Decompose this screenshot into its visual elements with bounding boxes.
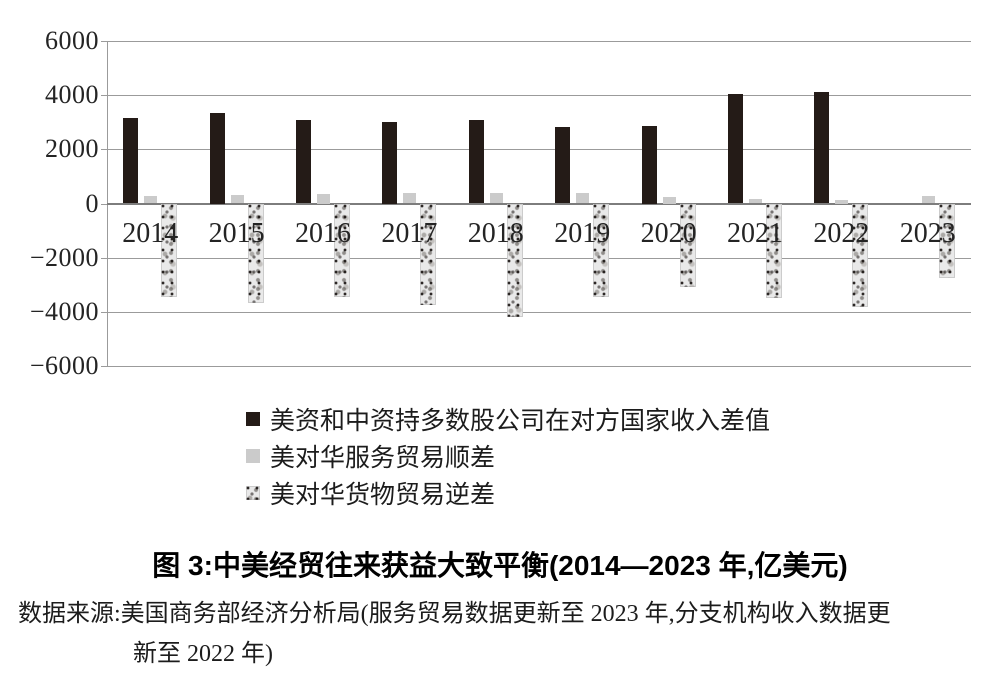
y-axis-tick-4000 [101,95,107,97]
data-source-line2: 新至 2022 年) [133,641,273,667]
bar-s1-2016 [317,193,330,204]
gridline--4000 [107,311,971,313]
figure-title: 图 3:中美经贸往来获益大致平衡(2014—2023 年,亿美元) [152,550,848,581]
bar-s0-2015 [209,113,225,204]
bar-s2-2019 [593,203,610,297]
y-axis-label--4000: −4000 [29,296,99,326]
y-axis-tick-6000 [101,41,107,42]
legend-swatch-gray-icon [246,448,260,463]
data-source-note: 数据来源:美国商务部经济分析局(服务贸易数据更新至 2023 年,分支机构收入数… [18,594,982,674]
x-axis-label-2022: 2022 [813,217,870,249]
chart-legend: 美资和中资持多数股公司在对方国家收入差值 美对华服务贸易顺差 美对华货物贸易逆差 [246,404,770,509]
legend-swatch-speckled-icon [246,485,260,500]
legend-label-goods-deficit: 美对华货物贸易逆差 [270,481,496,509]
legend-label-income-diff: 美资和中资持多数股公司在对方国家收入差值 [270,407,771,435]
bar-s0-2020 [641,126,657,204]
x-axis-label-2014: 2014 [122,217,179,249]
bar-s0-2018 [468,119,484,204]
bar-s1-2022 [835,200,849,204]
gridline-4000 [107,95,971,97]
gridline-2000 [107,149,971,151]
gridline--6000 [107,366,971,367]
gridline--2000 [107,257,971,259]
x-axis-label-2020: 2020 [640,217,697,249]
y-axis-label-4000: 4000 [45,80,99,110]
bar-s1-2023 [921,196,935,204]
bar-s0-2021 [728,94,743,204]
legend-label-services-surplus: 美对华服务贸易顺差 [270,444,496,472]
bar-s2-2018 [506,203,523,317]
y-axis-label--2000: −2000 [29,242,99,272]
bar-s0-2019 [555,126,571,204]
x-axis-label-2021: 2021 [727,217,783,249]
legend-item-services-surplus: 美对华服务贸易顺差 [246,441,770,472]
bar-s0-2014 [123,117,139,204]
x-axis-label-2015: 2015 [208,217,265,249]
bar-s2-2015 [247,203,264,304]
bar-s2-2017 [420,203,437,305]
y-axis-tick--2000 [101,257,107,259]
x-axis-label-2023: 2023 [899,217,956,249]
y-axis-tick--6000 [101,366,107,367]
y-axis-tick--4000 [101,311,107,313]
bar-s1-2019 [576,192,590,204]
bar-s2-2022 [852,203,869,307]
x-axis-line [107,203,971,205]
legend-item-goods-deficit: 美对华货物贸易逆差 [246,478,770,509]
bar-s2-2014 [161,203,178,297]
bar-s2-2023 [938,203,955,279]
gridline-6000 [107,41,971,42]
y-axis-tick-0 [101,203,107,205]
bar-s1-2018 [489,192,503,204]
y-axis-label-0: 0 [85,188,99,218]
bar-s2-2016 [334,203,350,298]
legend-item-income-diff: 美资和中资持多数股公司在对方国家收入差值 [246,404,770,435]
bar-s0-2016 [296,119,311,204]
x-axis-label-2016: 2016 [295,217,351,249]
y-axis-tick-2000 [101,149,107,151]
data-source-line1: 数据来源:美国商务部经济分析局(服务贸易数据更新至 2023 年,分支机构收入数… [18,601,891,627]
bar-s1-2014 [144,195,158,204]
y-axis-label-6000: 6000 [45,26,99,55]
x-axis-label-2017: 2017 [381,217,438,249]
bar-s1-2021 [749,198,762,204]
bar-s0-2017 [382,122,398,204]
bar-chart: 6000 4000 2000 0 −2000 −4000 −6000 2014 2015 2016… [29,26,971,380]
bar-s2-2020 [679,203,696,287]
x-axis-label-2018: 2018 [467,217,524,249]
x-axis-label-2019: 2019 [554,217,611,249]
bar-s0-2022 [814,91,830,204]
y-axis-label-2000: 2000 [45,134,99,164]
bar-s2-2021 [766,203,782,298]
legend-swatch-black-icon [246,411,260,426]
bar-s1-2015 [230,195,244,204]
y-axis-label--6000: −6000 [29,351,99,380]
bar-s1-2020 [662,197,676,204]
bar-s1-2017 [403,193,417,204]
